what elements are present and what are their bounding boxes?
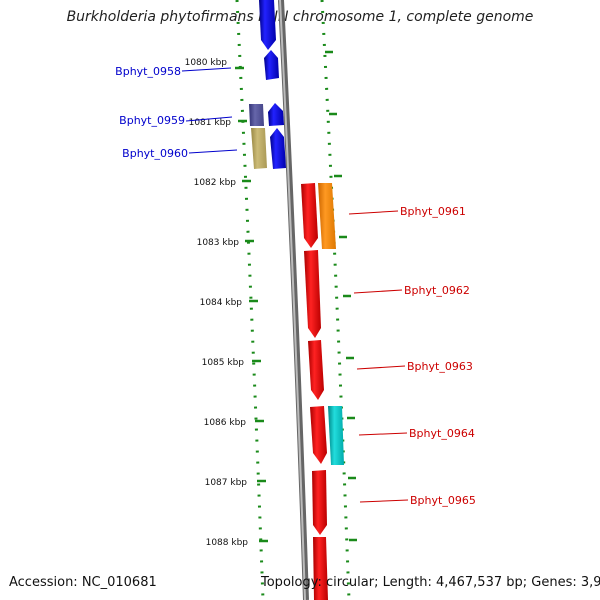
leader-line: [356, 365, 406, 370]
accession-label: Accession: NC_010681: [9, 575, 157, 590]
leader-line: [181, 67, 232, 72]
gene-label-right[interactable]: Bphyt_0962: [404, 284, 470, 297]
gene-feature-red[interactable]: [310, 406, 327, 464]
leader-line: [353, 289, 403, 294]
gene-label-right[interactable]: Bphyt_0965: [410, 494, 476, 507]
scale-ticks: [235, 50, 357, 543]
gene-feature-blue[interactable]: [270, 128, 286, 169]
gene-feature-orange[interactable]: [318, 183, 336, 249]
leader-line: [358, 432, 408, 436]
gene-feature-red[interactable]: [313, 537, 328, 600]
scale-label: 1085 kbp: [202, 358, 245, 368]
scale-label: 1084 kbp: [200, 298, 243, 308]
gene-label-right[interactable]: Bphyt_0963: [407, 360, 473, 373]
gene-feature-purple[interactable]: [249, 104, 264, 126]
chromosome-backbone-highlight: [279, 0, 306, 600]
gene-feature-red[interactable]: [301, 183, 318, 248]
scale-label: 1080 kbp: [185, 58, 228, 68]
leader-line: [348, 210, 399, 215]
scale-label: 1083 kbp: [197, 238, 240, 248]
gene-label-right[interactable]: Bphyt_0961: [400, 205, 466, 218]
scale-label: 1082 kbp: [194, 178, 237, 188]
gene-label-left[interactable]: Bphyt_0958: [115, 65, 181, 78]
gene-feature-red[interactable]: [304, 250, 321, 338]
leader-line: [359, 499, 409, 503]
gene-feature-khaki[interactable]: [251, 128, 267, 169]
gene-feature-red[interactable]: [312, 470, 327, 535]
gene-feature-red[interactable]: [308, 340, 324, 400]
scale-label: 1086 kbp: [204, 418, 247, 428]
leader-line: [188, 149, 238, 154]
gene-feature-cyan[interactable]: [328, 406, 344, 465]
gene-feature-blue[interactable]: [259, 0, 276, 50]
scale-label: 1088 kbp: [206, 538, 249, 548]
gene-label-left[interactable]: Bphyt_0960: [122, 147, 188, 160]
leader-line: [185, 116, 233, 122]
map-title: Burkholderia phytofirmans PsJN chromosom…: [66, 9, 534, 25]
scale-label: 1087 kbp: [205, 478, 248, 488]
gene-feature-blue[interactable]: [268, 103, 284, 126]
scale-label: 1081 kbp: [189, 118, 232, 128]
genome-info-label: Topology: circular; Length: 4,467,537 bp…: [261, 575, 600, 590]
gene-label-right[interactable]: Bphyt_0964: [409, 427, 475, 440]
gene-label-left[interactable]: Bphyt_0959: [119, 114, 185, 127]
gene-feature-blue[interactable]: [264, 50, 279, 80]
